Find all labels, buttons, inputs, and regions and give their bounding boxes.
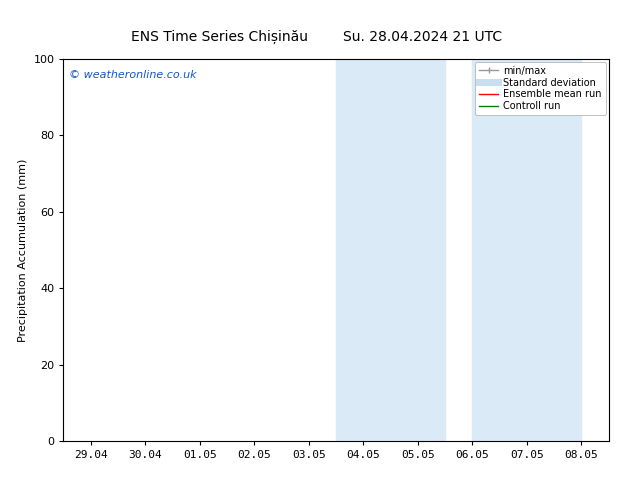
- Text: ENS Time Series Chișinău        Su. 28.04.2024 21 UTC: ENS Time Series Chișinău Su. 28.04.2024 …: [131, 29, 503, 44]
- Bar: [472, 59, 581, 441]
- Bar: [336, 59, 445, 441]
- Text: © weatheronline.co.uk: © weatheronline.co.uk: [69, 70, 197, 80]
- Y-axis label: Precipitation Accumulation (mm): Precipitation Accumulation (mm): [18, 158, 28, 342]
- Legend: min/max, Standard deviation, Ensemble mean run, Controll run: min/max, Standard deviation, Ensemble me…: [475, 62, 605, 115]
